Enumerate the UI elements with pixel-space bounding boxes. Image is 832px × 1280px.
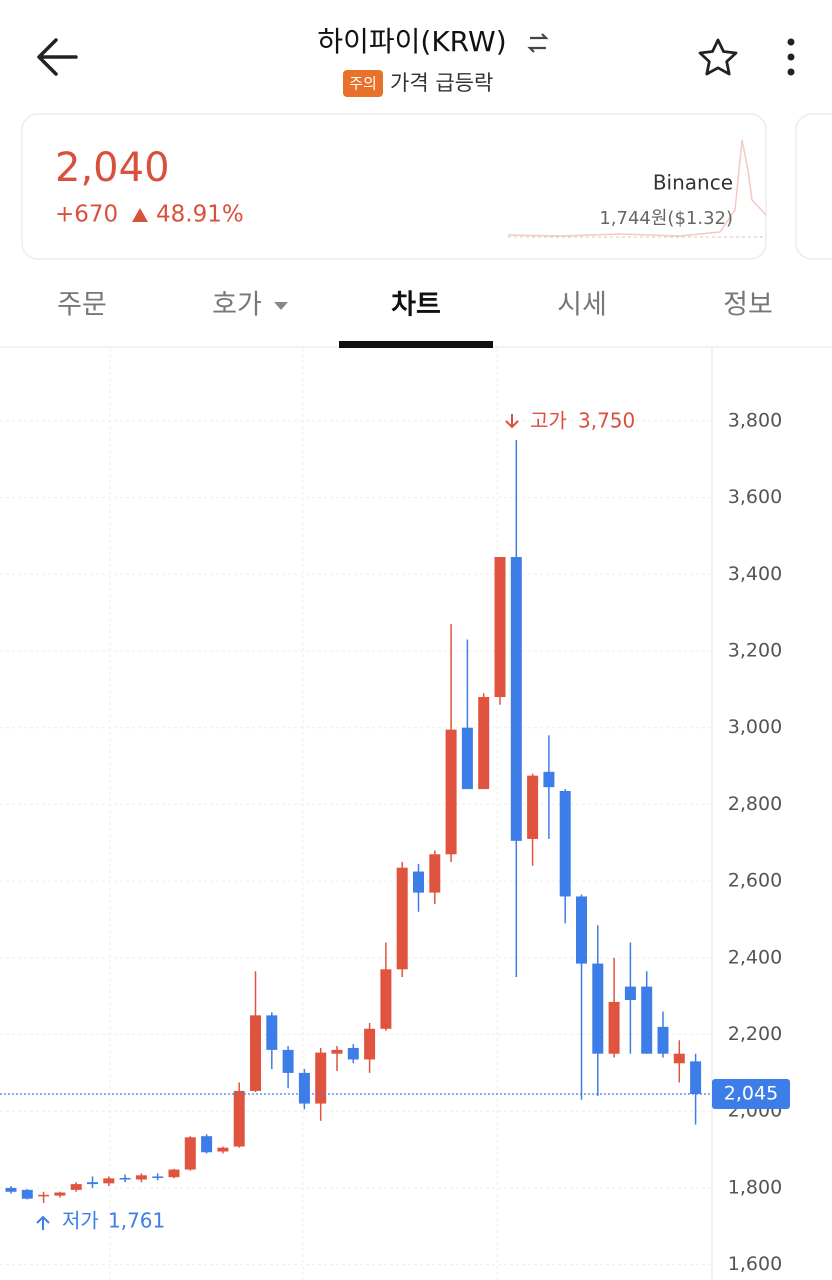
candle-body bbox=[54, 1192, 66, 1196]
badge-text: 주의 bbox=[349, 75, 377, 93]
change: +670 bbox=[55, 202, 118, 228]
candle-body bbox=[103, 1178, 115, 1184]
exchange: Binance bbox=[653, 171, 733, 195]
tab[interactable]: 호가 bbox=[212, 290, 262, 321]
current-price-label: 2,045 bbox=[724, 1082, 778, 1104]
candle-body bbox=[70, 1184, 82, 1190]
candle-body bbox=[119, 1177, 131, 1180]
plot: 1,6001,8002,0002,2002,4002,6002,8003,000… bbox=[0, 348, 790, 1280]
favorite-button[interactable] bbox=[698, 38, 738, 76]
candle-body bbox=[250, 1015, 261, 1091]
candle-body bbox=[527, 775, 539, 839]
tab-active[interactable]: 차트 bbox=[391, 290, 441, 321]
candle-body bbox=[298, 1072, 310, 1104]
y-tick-label: 2,200 bbox=[728, 1023, 782, 1045]
back-icon[interactable] bbox=[37, 38, 78, 76]
candle-body bbox=[21, 1189, 33, 1199]
candle-body bbox=[690, 1061, 702, 1094]
candle-body bbox=[168, 1169, 180, 1178]
high-label: 고가 bbox=[530, 409, 567, 433]
low-annotation: 저가 1,761 bbox=[36, 1209, 165, 1233]
candle-body bbox=[201, 1136, 213, 1153]
candle-body bbox=[461, 727, 473, 790]
candle-body bbox=[510, 557, 522, 841]
warning-badge bbox=[343, 70, 383, 97]
high-value: 3,750 bbox=[578, 409, 635, 433]
candle-body bbox=[380, 969, 392, 1029]
candle-body bbox=[266, 1015, 278, 1050]
change-rate: 48.91% bbox=[156, 202, 244, 228]
top-ui: 하이파이(KRW) 주의 가격 급등락 2,040 +670 48.91% Bi… bbox=[0, 25, 832, 348]
y-tick-label: 3,800 bbox=[728, 409, 782, 431]
candle-body bbox=[87, 1182, 98, 1185]
tab[interactable]: 주문 bbox=[57, 290, 107, 321]
candle-body bbox=[657, 1026, 669, 1054]
back-button[interactable] bbox=[37, 38, 78, 76]
candle-body bbox=[315, 1052, 327, 1104]
candle-body bbox=[429, 854, 441, 893]
candle-body bbox=[331, 1049, 343, 1054]
status-text: 가격 급등락 bbox=[390, 71, 493, 95]
candle-body bbox=[5, 1187, 17, 1192]
price: 2,040 bbox=[55, 145, 170, 191]
candle-body bbox=[624, 986, 636, 1001]
swap-icon[interactable] bbox=[527, 33, 549, 53]
y-tick-label: 3,000 bbox=[728, 716, 782, 738]
candle-body bbox=[135, 1175, 147, 1180]
down-arrow bbox=[505, 414, 519, 429]
y-tick-label: 3,400 bbox=[728, 563, 782, 585]
tab[interactable]: 정보 bbox=[723, 290, 773, 321]
current-price-tag bbox=[712, 1078, 790, 1109]
exchange-price: 1,744원($1.32) bbox=[599, 208, 733, 229]
candle-body bbox=[673, 1053, 685, 1064]
tab[interactable]: 시세 bbox=[557, 290, 607, 321]
up-arrow bbox=[36, 1215, 50, 1230]
candle-body bbox=[608, 1001, 620, 1054]
candle-body bbox=[559, 790, 571, 897]
price-card[interactable] bbox=[21, 113, 767, 260]
up-triangle bbox=[132, 208, 148, 222]
candle-body bbox=[494, 557, 506, 698]
candle-body bbox=[641, 986, 653, 1054]
more-button[interactable] bbox=[787, 38, 795, 76]
candle-body bbox=[543, 771, 555, 788]
candle-body bbox=[396, 867, 408, 970]
tab-underline bbox=[339, 341, 493, 348]
y-tick-label: 1,800 bbox=[728, 1176, 782, 1198]
candle-body bbox=[364, 1028, 376, 1060]
low-label: 저가 bbox=[62, 1209, 99, 1233]
y-tick-label: 2,600 bbox=[728, 870, 782, 892]
candle-body bbox=[233, 1090, 245, 1147]
low-value: 1,761 bbox=[108, 1209, 165, 1233]
candle-body bbox=[38, 1194, 50, 1197]
candle-body bbox=[478, 697, 490, 790]
y-tick-label: 1,600 bbox=[728, 1253, 782, 1275]
candle-body bbox=[152, 1176, 164, 1178]
candle-body bbox=[413, 871, 424, 893]
y-tick-label: 2,800 bbox=[728, 793, 782, 815]
dropdown-icon bbox=[274, 302, 288, 310]
candle-body bbox=[184, 1137, 196, 1170]
y-tick-label: 2,400 bbox=[728, 946, 782, 968]
title: 하이파이(KRW) bbox=[317, 25, 506, 58]
sparkline bbox=[507, 139, 767, 237]
candle-body bbox=[592, 963, 604, 1054]
next-card[interactable] bbox=[795, 113, 832, 260]
chart: 1,6001,8002,0002,2002,4002,6002,8003,000… bbox=[0, 348, 790, 1280]
candle-body bbox=[445, 729, 457, 855]
candle-body bbox=[217, 1147, 229, 1152]
y-tick-label: 3,600 bbox=[728, 486, 782, 508]
y-tick-label: 3,200 bbox=[728, 639, 782, 661]
candle-body bbox=[576, 896, 587, 964]
high-annotation: 고가 3,750 bbox=[505, 409, 635, 433]
candle-body bbox=[282, 1049, 294, 1073]
candle-body bbox=[347, 1047, 359, 1060]
